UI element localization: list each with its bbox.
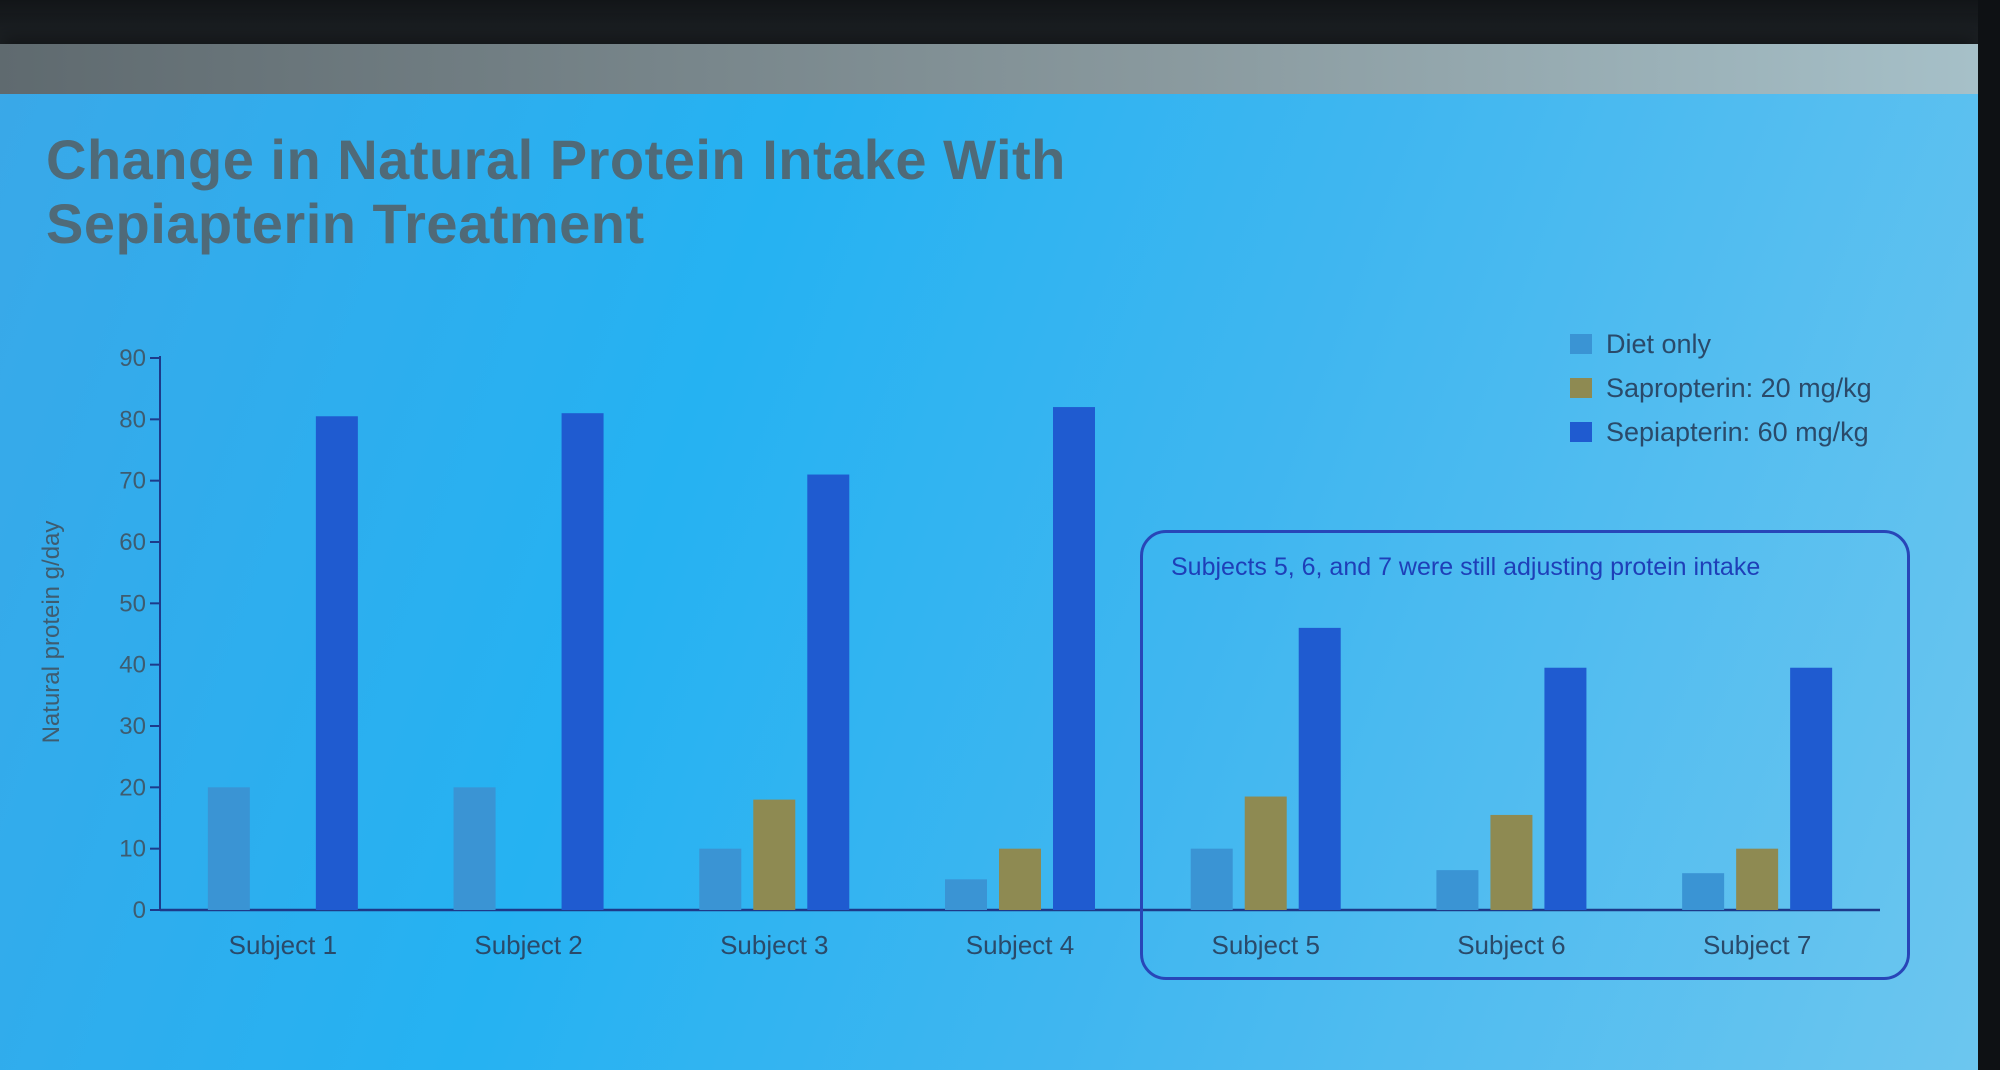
x-tick-label-subject-3: Subject 3 bbox=[720, 930, 828, 960]
bar-subject-3-series-2 bbox=[753, 799, 796, 910]
bar-subject-4-series-3 bbox=[1053, 407, 1095, 910]
bar-subject-2-series-1 bbox=[453, 787, 496, 910]
legend-swatch-diet-only bbox=[1570, 334, 1592, 354]
y-tick-label-50: 50 bbox=[119, 590, 146, 617]
bar-subject-7-series-1 bbox=[1682, 873, 1725, 910]
slide-title-line-2: Sepiapterin Treatment bbox=[46, 192, 645, 255]
y-tick-label-10: 10 bbox=[119, 836, 146, 863]
legend-item-sepiapterin: Sepiapterin: 60 mg/kg bbox=[1570, 410, 1872, 454]
x-tick-label-subject-1: Subject 1 bbox=[229, 930, 337, 960]
bar-subject-4-series-1 bbox=[945, 879, 987, 910]
bar-subject-5-series-2 bbox=[1244, 796, 1287, 910]
screen-edge bbox=[1978, 0, 2000, 1070]
bar-subject-1-series-3 bbox=[315, 416, 358, 910]
legend-label-diet-only: Diet only bbox=[1606, 328, 1712, 359]
y-tick-label-0: 0 bbox=[133, 897, 146, 924]
bar-subject-3-series-3 bbox=[807, 474, 850, 910]
x-tick-label-subject-5: Subject 5 bbox=[1212, 930, 1320, 960]
bar-subject-2-series-3 bbox=[561, 413, 604, 910]
chart-legend: Diet only Sapropterin: 20 mg/kg Sepiapte… bbox=[1570, 322, 1872, 454]
x-tick-label-subject-7: Subject 7 bbox=[1703, 930, 1811, 960]
bar-subject-3-series-1 bbox=[699, 848, 742, 910]
bar-subject-6-series-2 bbox=[1490, 814, 1533, 910]
bar-subject-6-series-3 bbox=[1544, 667, 1587, 910]
legend-label-sapropterin: Sapropterin: 20 mg/kg bbox=[1606, 372, 1872, 403]
bar-subject-6-series-1 bbox=[1436, 870, 1479, 910]
bar-subject-7-series-3 bbox=[1790, 667, 1833, 910]
y-tick-label-20: 20 bbox=[119, 774, 146, 801]
y-tick-label-80: 80 bbox=[119, 406, 146, 433]
slide-title-line-1: Change in Natural Protein Intake With bbox=[46, 128, 1066, 191]
bar-subject-7-series-2 bbox=[1736, 848, 1779, 910]
callout-box: Subjects 5, 6, and 7 were still adjustin… bbox=[1140, 530, 1910, 980]
y-tick-label-70: 70 bbox=[119, 468, 146, 495]
bar-subject-5-series-1 bbox=[1190, 848, 1233, 910]
bar-subject-4-series-2 bbox=[999, 848, 1041, 910]
legend-item-diet-only: Diet only bbox=[1570, 322, 1872, 366]
legend-item-sapropterin: Sapropterin: 20 mg/kg bbox=[1570, 366, 1872, 410]
legend-label-sepiapterin: Sepiapterin: 60 mg/kg bbox=[1606, 416, 1869, 447]
x-tick-label-subject-6: Subject 6 bbox=[1457, 930, 1565, 960]
legend-swatch-sapropterin bbox=[1570, 378, 1592, 398]
y-tick-label-30: 30 bbox=[119, 713, 146, 740]
slide-title: Change in Natural Protein Intake With Se… bbox=[46, 128, 1066, 256]
screen-top-band bbox=[0, 44, 1978, 94]
bar-subject-1-series-1 bbox=[207, 787, 250, 910]
legend-swatch-sepiapterin bbox=[1570, 422, 1592, 442]
y-tick-label-40: 40 bbox=[119, 652, 146, 679]
bar-subject-5-series-3 bbox=[1298, 627, 1341, 910]
callout-text: Subjects 5, 6, and 7 were still adjustin… bbox=[1171, 553, 1761, 581]
x-tick-label-subject-4: Subject 4 bbox=[966, 930, 1074, 960]
y-tick-label-60: 60 bbox=[119, 529, 146, 556]
y-tick-label-90: 90 bbox=[119, 345, 146, 372]
x-tick-label-subject-2: Subject 2 bbox=[474, 930, 582, 960]
